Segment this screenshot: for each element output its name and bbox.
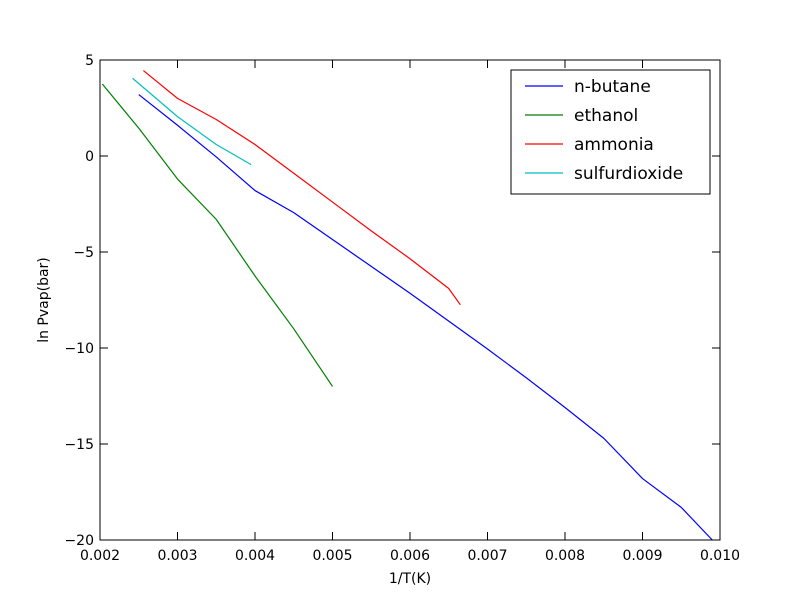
y-tick-label: 0 (85, 149, 94, 165)
legend-label-ethanol: ethanol (574, 106, 638, 126)
legend: n-butane ethanol ammonia sulfurdioxide (510, 69, 711, 195)
x-axis-label: 1/T(K) (389, 571, 431, 587)
x-tick-label: 0.006 (390, 548, 430, 564)
legend-label-n-butane: n-butane (574, 77, 651, 97)
series-line-sulfurdioxide (132, 77, 252, 166)
legend-label-sulfurdioxide: sulfurdioxide (574, 164, 683, 184)
y-tick-label: −10 (64, 341, 94, 357)
x-tick-label: 0.007 (467, 548, 507, 564)
x-tick-label: 0.009 (622, 548, 662, 564)
x-tick-label: 0.005 (312, 548, 352, 564)
y-tick-label: 5 (85, 53, 94, 69)
legend-label-ammonia: ammonia (574, 135, 654, 155)
y-tick-label: −15 (64, 437, 94, 453)
x-tick-label: 0.008 (545, 548, 585, 564)
series-line-ammonia (143, 70, 461, 306)
series-line-ethanol (101, 83, 333, 387)
x-tick-label: 0.010 (700, 548, 740, 564)
x-tick-label: 0.002 (80, 548, 120, 564)
series-line-n-butane (138, 94, 713, 541)
y-axis-label: ln Pvap(bar) (36, 257, 52, 343)
x-tick-label: 0.003 (157, 548, 197, 564)
ticks-layer: 0.002 0.003 0.004 0.005 0.006 0.007 0.008 0.009… (64, 53, 740, 564)
series-layer (101, 70, 713, 541)
y-tick-label: −20 (64, 533, 94, 549)
x-tick-label: 0.004 (235, 548, 275, 564)
y-tick-label: −5 (73, 245, 94, 261)
